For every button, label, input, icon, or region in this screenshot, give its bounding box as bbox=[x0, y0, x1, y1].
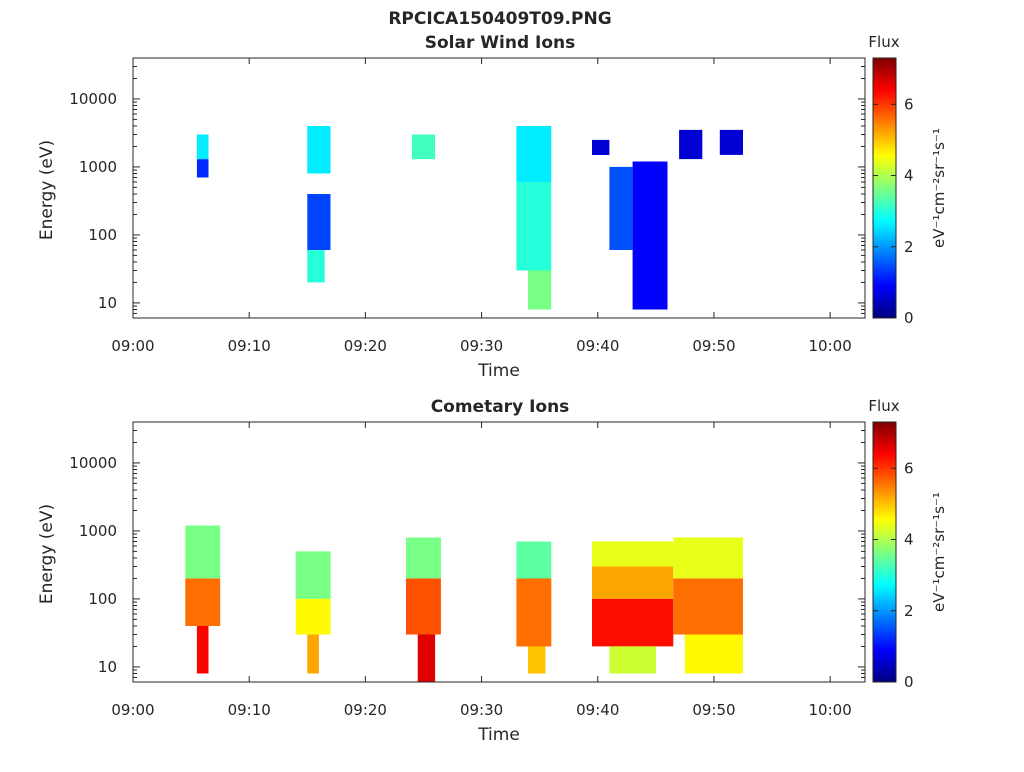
colorbar-solar-wind: Flux 0 2 4 6 eV⁻¹cm⁻²sr⁻¹s⁻¹ bbox=[868, 33, 948, 327]
colorbar-tick-label: 2 bbox=[904, 602, 914, 620]
figure-title: RPCICA150409T09.PNG bbox=[388, 9, 611, 29]
plot-area-solar-wind bbox=[132, 57, 866, 319]
heatmap-cell bbox=[516, 182, 552, 271]
x-tick-label: 09:10 bbox=[228, 337, 271, 355]
x-tick-label: 09:20 bbox=[344, 701, 387, 719]
heatmap-cell bbox=[592, 541, 674, 567]
heatmap-cell bbox=[673, 578, 743, 635]
heatmap-cell bbox=[307, 634, 319, 674]
heatmap-cell bbox=[516, 126, 552, 182]
colorbar-ticks: 0 2 4 6 bbox=[873, 459, 914, 691]
heatmap-cell bbox=[679, 129, 703, 160]
colorbar-gradient bbox=[872, 57, 897, 319]
x-tick-label: 09:00 bbox=[111, 701, 154, 719]
y-tick-label: 100 bbox=[88, 226, 117, 244]
heatmap-cell bbox=[406, 537, 441, 579]
colorbar-title: Flux bbox=[868, 33, 899, 51]
y-tick-label: 100 bbox=[88, 590, 117, 608]
x-tick-label: 09:10 bbox=[228, 701, 271, 719]
y-tick-label: 10 bbox=[98, 294, 117, 312]
heatmap-cells-solar-wind bbox=[196, 126, 743, 310]
heatmap-cell bbox=[592, 139, 610, 155]
heatmap-cell bbox=[185, 578, 221, 626]
x-tick-label: 10:00 bbox=[809, 701, 852, 719]
heatmap-cell bbox=[684, 634, 743, 674]
colorbar-label: eV⁻¹cm⁻²sr⁻¹s⁻¹ bbox=[930, 492, 948, 612]
heatmap-cell bbox=[592, 598, 674, 647]
heatmap-cell bbox=[307, 250, 325, 283]
heatmap-cell bbox=[196, 134, 209, 160]
y-tick-label: 10000 bbox=[69, 454, 117, 472]
colorbar-title: Flux bbox=[868, 397, 899, 415]
heatmap-cell bbox=[307, 194, 331, 250]
heatmap-cell bbox=[673, 537, 743, 579]
panel-solar-wind: Solar Wind Ions 09:00 09:10 09:20 09:30 09:4… bbox=[37, 33, 948, 381]
y-tick-label: 1000 bbox=[79, 158, 117, 176]
colorbar-tick-label: 2 bbox=[904, 238, 914, 256]
heatmap-cell bbox=[516, 541, 552, 579]
y-axis-solar-wind: 10 100 1000 10000 bbox=[69, 57, 865, 319]
x-tick-label: 09:00 bbox=[111, 337, 154, 355]
heatmap-cell bbox=[185, 525, 221, 579]
heatmap-cell bbox=[632, 161, 668, 310]
y-tick-label: 1000 bbox=[79, 522, 117, 540]
heatmap-cells-cometary bbox=[185, 525, 743, 682]
heatmap-cell bbox=[528, 646, 546, 674]
heatmap-cell bbox=[417, 634, 436, 682]
y-axis-cometary: 10 100 1000 10000 bbox=[69, 421, 865, 683]
plot-area-cometary bbox=[132, 421, 866, 683]
x-tick-label: 09:30 bbox=[460, 337, 503, 355]
x-tick-label: 09:30 bbox=[460, 701, 503, 719]
colorbar-tick-label: 0 bbox=[904, 309, 914, 327]
x-axis-solar-wind: 09:00 09:10 09:20 09:30 09:40 09:50 10:00 bbox=[111, 58, 852, 355]
colorbar-tick-label: 0 bbox=[904, 673, 914, 691]
x-axis-cometary: 09:00 09:10 09:20 09:30 09:40 09:50 10:00 bbox=[111, 422, 852, 719]
panel-cometary: Cometary Ions 09:00 09:10 09:20 09:30 09:40 0… bbox=[37, 397, 948, 745]
x-axis-label-solar-wind: Time bbox=[477, 361, 520, 381]
heatmap-cell bbox=[295, 598, 331, 635]
colorbar-tick-label: 6 bbox=[904, 459, 914, 477]
x-tick-label: 09:40 bbox=[576, 701, 619, 719]
panel-title-solar-wind: Solar Wind Ions bbox=[425, 33, 576, 53]
heatmap-cell bbox=[516, 578, 552, 647]
heatmap-cell bbox=[406, 578, 441, 635]
heatmap-cell bbox=[592, 566, 674, 599]
y-tick-label: 10000 bbox=[69, 90, 117, 108]
x-tick-label: 10:00 bbox=[809, 337, 852, 355]
heatmap-cell bbox=[411, 134, 436, 160]
x-tick-label: 09:50 bbox=[692, 701, 735, 719]
colorbar-label: eV⁻¹cm⁻²sr⁻¹s⁻¹ bbox=[930, 128, 948, 248]
y-axis-label-cometary: Energy (eV) bbox=[37, 504, 57, 604]
heatmap-cell bbox=[609, 166, 633, 250]
colorbar-ticks: 0 2 4 6 bbox=[873, 95, 914, 327]
heatmap-cell bbox=[196, 626, 209, 674]
heatmap-cell bbox=[609, 646, 656, 674]
colorbar-tick-label: 6 bbox=[904, 95, 914, 113]
x-tick-label: 09:40 bbox=[576, 337, 619, 355]
heatmap-cell bbox=[196, 159, 209, 178]
panel-title-cometary: Cometary Ions bbox=[431, 397, 570, 417]
heatmap-cell bbox=[307, 126, 331, 174]
colorbar-tick-label: 4 bbox=[904, 531, 914, 549]
x-axis-label-cometary: Time bbox=[477, 725, 520, 745]
colorbar-gradient bbox=[872, 421, 897, 683]
colorbar-cometary: Flux 0 2 4 6 eV⁻¹cm⁻²sr⁻¹s⁻¹ bbox=[868, 397, 948, 691]
y-tick-label: 10 bbox=[98, 658, 117, 676]
x-tick-label: 09:50 bbox=[692, 337, 735, 355]
colorbar-tick-label: 4 bbox=[904, 167, 914, 185]
heatmap-cell bbox=[528, 270, 552, 310]
x-tick-label: 09:20 bbox=[344, 337, 387, 355]
heatmap-cell bbox=[295, 551, 331, 599]
heatmap-cell bbox=[719, 129, 743, 155]
y-axis-label-solar-wind: Energy (eV) bbox=[37, 140, 57, 240]
